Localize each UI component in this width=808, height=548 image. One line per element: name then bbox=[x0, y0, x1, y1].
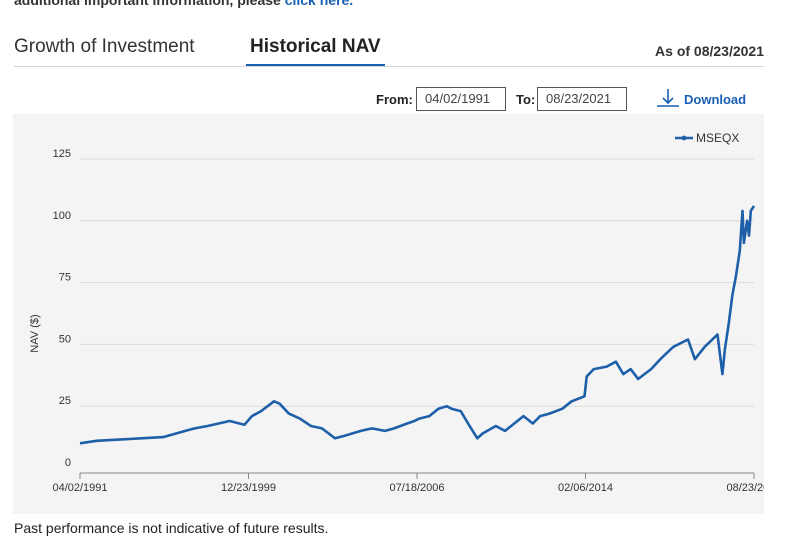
download-arrow-icon bbox=[657, 89, 679, 107]
date-range-controls: From: 04/02/1991 To: 08/23/2021 Download bbox=[0, 87, 808, 113]
info-note: additional important information, please… bbox=[14, 0, 353, 8]
download-label: Download bbox=[684, 92, 747, 107]
nav-chart-svg: 0 25 50 75 100 125 04/02/1991 12/23/1999 07/18/… bbox=[13, 114, 782, 514]
download-button[interactable]: Download bbox=[656, 89, 746, 107]
to-label: To: bbox=[516, 92, 536, 107]
from-label: From: bbox=[376, 92, 413, 107]
y-tick-label: 25 bbox=[59, 395, 71, 407]
x-tick-label: 08/23/2021 bbox=[726, 482, 764, 494]
tab-bar: Growth of Investment Historical NAV bbox=[14, 34, 764, 67]
y-tick-label: 0 bbox=[65, 457, 71, 469]
disclaimer: Past performance is not indicative of fu… bbox=[14, 520, 329, 536]
plot-background bbox=[13, 114, 764, 514]
series-line-mseqx bbox=[79, 205, 756, 445]
tab-growth-of-investment[interactable]: Growth of Investment bbox=[14, 36, 195, 57]
from-date-input[interactable]: 04/02/1991 bbox=[416, 87, 506, 111]
x-tick-label: 12/23/1999 bbox=[221, 482, 276, 494]
y-tick-label: 100 bbox=[53, 210, 71, 222]
y-tick-label: 75 bbox=[59, 272, 71, 284]
y-tick-label: 125 bbox=[53, 148, 71, 160]
click-here-link[interactable]: click here. bbox=[284, 0, 354, 8]
nav-chart: 0 25 50 75 100 125 04/02/1991 12/23/1999 07/18/… bbox=[13, 114, 782, 514]
to-date-input[interactable]: 08/23/2021 bbox=[537, 87, 627, 111]
x-tick-label: 04/02/1991 bbox=[52, 482, 107, 494]
as-of-date: As of 08/23/2021 bbox=[655, 43, 764, 59]
y-axis-label: NAV ($) bbox=[29, 314, 41, 352]
chart-legend[interactable]: MSEQX bbox=[675, 131, 739, 145]
info-note-text: additional important information, please bbox=[14, 0, 285, 8]
x-tick-label: 07/18/2006 bbox=[389, 482, 444, 494]
tab-historical-nav[interactable]: Historical NAV bbox=[246, 36, 385, 66]
legend-label-mseqx: MSEQX bbox=[696, 131, 739, 145]
legend-marker bbox=[681, 135, 687, 141]
y-tick-label: 50 bbox=[59, 333, 71, 345]
x-tick-label: 02/06/2014 bbox=[558, 482, 613, 494]
